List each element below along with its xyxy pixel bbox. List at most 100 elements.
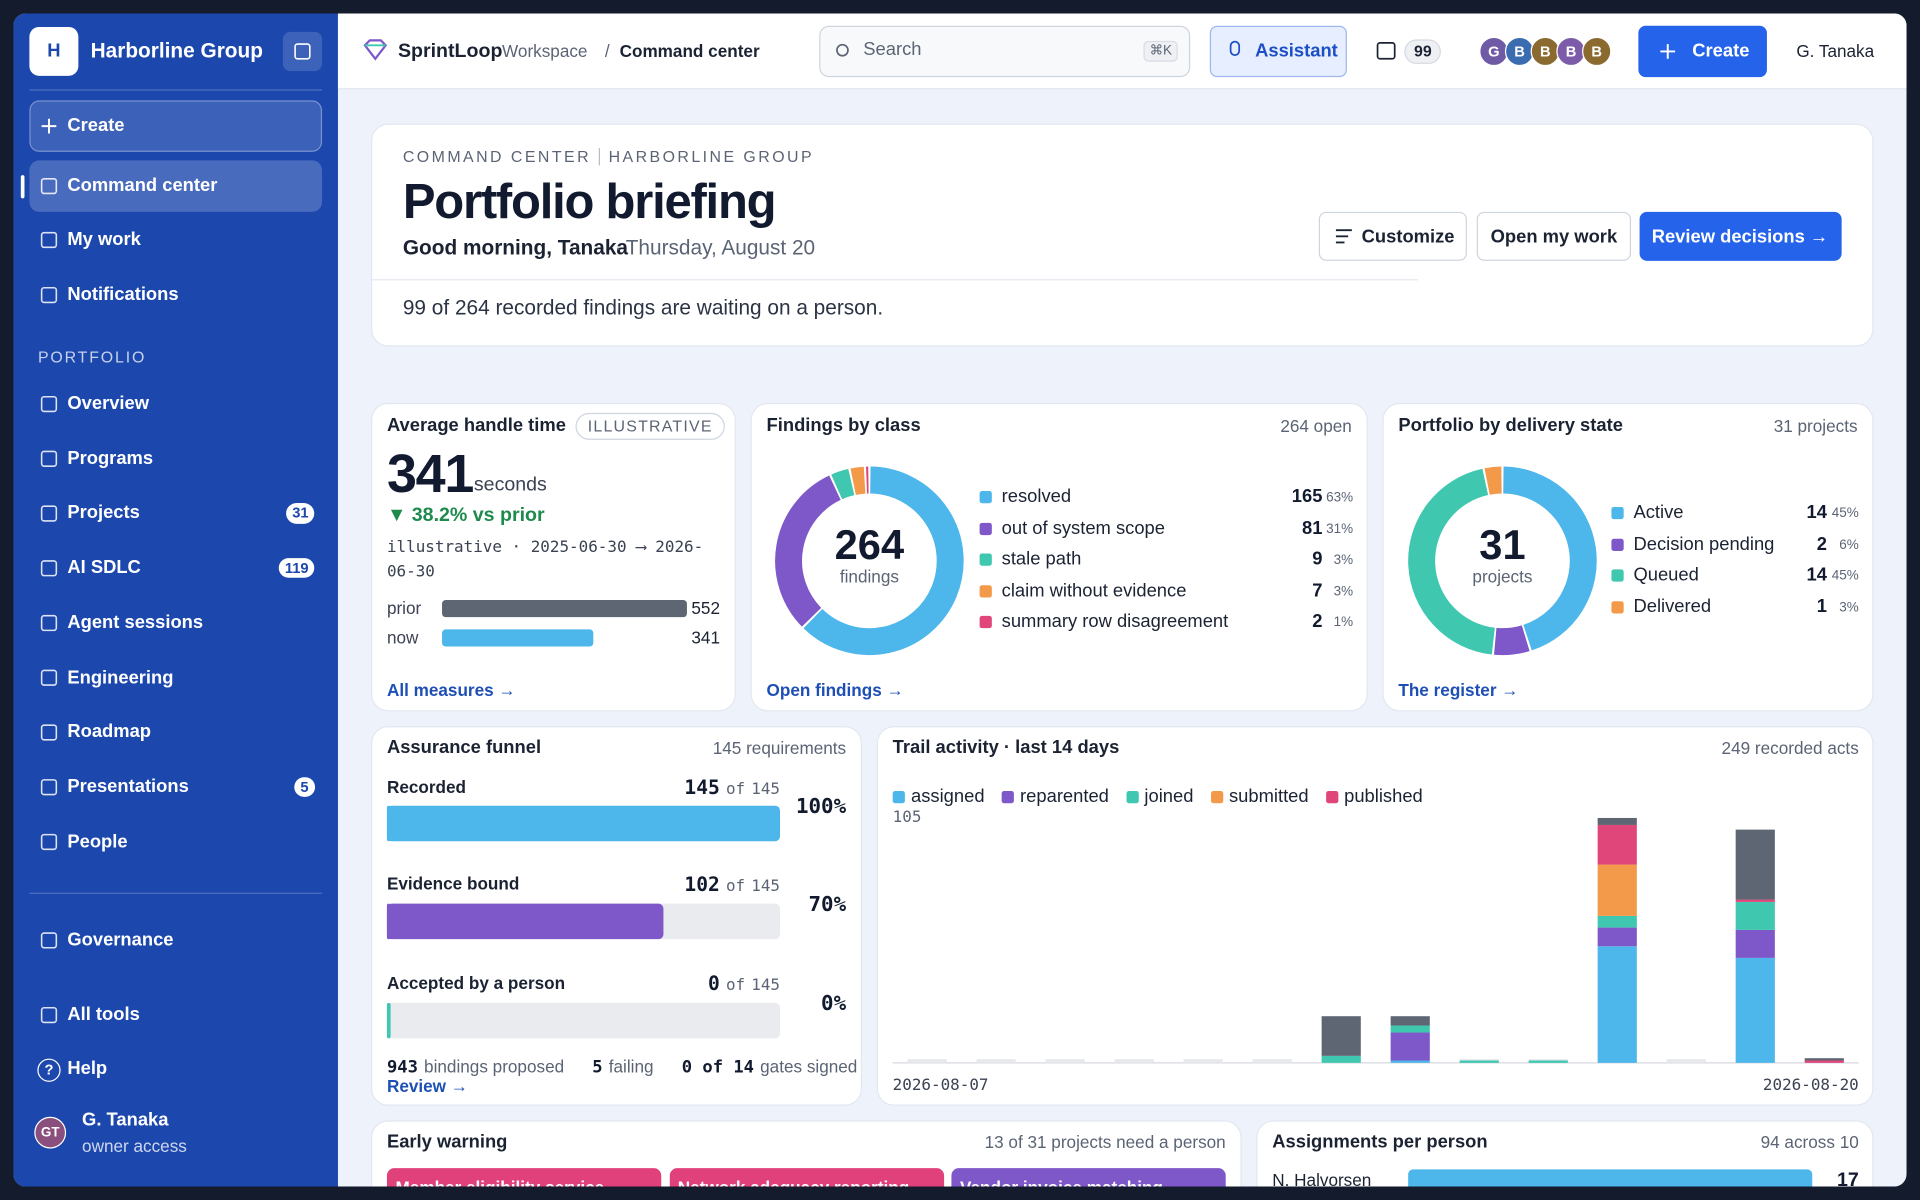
- eyebrow: COMMAND CENTER: [402, 147, 592, 166]
- avatar[interactable]: B: [1582, 36, 1612, 67]
- legend-share: 31%: [1326, 521, 1354, 537]
- nav-item[interactable]: Presentations: [67, 776, 189, 798]
- stage-label: Evidence bound: [386, 873, 520, 894]
- nav-item[interactable]: Programs: [67, 447, 154, 469]
- legend-label: reparented: [1020, 786, 1109, 807]
- warning-item[interactable]: [951, 1168, 1226, 1187]
- card-link[interactable]: All measures →: [386, 680, 516, 700]
- page-title: Portfolio briefing: [402, 175, 777, 229]
- review-button[interactable]: [1639, 211, 1842, 261]
- stage-count: 102 of 145: [684, 872, 780, 895]
- legend-swatch: [892, 790, 905, 803]
- legend-swatch: [1126, 790, 1139, 803]
- divider: [371, 279, 1418, 281]
- legend-label: stale path: [1001, 548, 1082, 570]
- separator: ·: [614, 236, 622, 260]
- org-logo: [29, 26, 79, 76]
- nav-item[interactable]: Governance: [67, 929, 174, 951]
- divider: [29, 892, 323, 894]
- search-box[interactable]: [819, 25, 1191, 78]
- legend-count: 14: [1806, 502, 1827, 523]
- nav-item[interactable]: Projects: [67, 502, 140, 524]
- shortcut: ⌘K: [1143, 40, 1179, 62]
- legend-share: 3%: [1839, 599, 1859, 615]
- legend-label: Decision pending: [1633, 533, 1775, 555]
- nav-item[interactable]: All tools: [67, 1004, 140, 1025]
- legend-swatch: [979, 491, 992, 504]
- user-name: G. Tanaka: [82, 1109, 169, 1131]
- avatar[interactable]: B: [1530, 36, 1560, 67]
- card-link[interactable]: Review →: [386, 1075, 468, 1096]
- legend: assigned reparented joined submitted publish…: [892, 786, 1423, 807]
- card-title: Portfolio by delivery state: [1398, 415, 1623, 436]
- warning-label: Member eligibility service: [396, 1177, 605, 1186]
- legend-share: 6%: [1839, 537, 1859, 553]
- warning-label: Network adequacy reporting: [678, 1177, 909, 1186]
- nav-item[interactable]: Engineering: [67, 666, 174, 688]
- inbox-count[interactable]: 99: [1404, 39, 1442, 64]
- create-button[interactable]: [1638, 25, 1767, 78]
- footer-item: 5 failing: [592, 1057, 653, 1079]
- funnel-footer: 943 bindings proposed 5 failing 0 of 14 gates…: [387, 1057, 857, 1079]
- legend-share: 45%: [1831, 506, 1859, 521]
- stage-total: 145: [751, 780, 780, 799]
- divider: [29, 89, 323, 91]
- legend-item: published: [1325, 786, 1423, 807]
- legend-item: reparented: [1001, 786, 1109, 807]
- legend-label: out of system scope: [1001, 517, 1165, 539]
- stage-share: 100%: [795, 794, 847, 819]
- card: [371, 402, 736, 712]
- stage-value: 102: [684, 872, 720, 896]
- card-link[interactable]: The register →: [1398, 680, 1519, 700]
- nav-item[interactable]: People: [67, 830, 128, 852]
- stage-of: of: [725, 976, 746, 995]
- legend-item: assigned: [892, 786, 985, 807]
- warning-item[interactable]: [669, 1168, 944, 1187]
- card-link[interactable]: Open findings →: [766, 680, 904, 700]
- stage-total: 145: [751, 877, 780, 896]
- stage-count: 145 of 145: [684, 776, 780, 799]
- legend-swatch: [979, 553, 992, 566]
- nav-item[interactable]: Roadmap: [67, 721, 152, 743]
- stage-share: 70%: [808, 892, 847, 917]
- legend-count: 9: [1312, 548, 1323, 570]
- legend-share: 3%: [1333, 552, 1354, 568]
- kpi-unit: seconds: [473, 474, 547, 496]
- donut-center-value: 264: [834, 522, 905, 569]
- donut-center-label: findings: [839, 566, 899, 587]
- kpi-value: 341: [386, 444, 474, 505]
- footer-value: 5: [592, 1057, 603, 1078]
- nav-item[interactable]: Overview: [67, 393, 150, 414]
- brand: SprintLoop: [397, 40, 503, 62]
- stage-count: 0 of 145: [708, 972, 780, 995]
- nav-item[interactable]: Notifications: [67, 284, 179, 305]
- card-subtitle: 145 requirements: [712, 737, 847, 758]
- bar-value: 341: [691, 627, 720, 648]
- bar-value: 17: [1836, 1169, 1859, 1187]
- nav-item[interactable]: AI SDLC: [67, 557, 141, 579]
- create-button[interactable]: [29, 100, 323, 152]
- legend-label: submitted: [1228, 786, 1309, 807]
- nav-item[interactable]: Help: [67, 1057, 108, 1079]
- legend-label: published: [1344, 786, 1423, 807]
- sidebar-toggle[interactable]: [282, 31, 323, 72]
- tag: ILLUSTRATIVE: [575, 412, 725, 440]
- org-name: Harborline Group: [90, 38, 263, 63]
- nav-active[interactable]: [29, 160, 323, 212]
- footer-item: 943 bindings proposed: [387, 1057, 564, 1079]
- stage-of: of: [725, 780, 746, 799]
- stage-value: 145: [684, 775, 720, 799]
- nav-item[interactable]: Command center: [67, 175, 218, 196]
- card-title: Assignments per person: [1272, 1131, 1488, 1153]
- user-menu[interactable]: G. Tanaka: [1796, 41, 1875, 61]
- greeting: Good morning, Tanaka: [402, 236, 629, 260]
- nav-item[interactable]: Agent sessions: [67, 611, 204, 633]
- donut-center-value: 31: [1479, 522, 1526, 569]
- warning-item[interactable]: [386, 1168, 662, 1187]
- open-work-button[interactable]: [1476, 211, 1632, 261]
- nav-item[interactable]: My work: [67, 228, 141, 250]
- summary: 99 of 264 recorded findings are waiting …: [402, 296, 884, 320]
- button-label: Customize: [1361, 226, 1455, 248]
